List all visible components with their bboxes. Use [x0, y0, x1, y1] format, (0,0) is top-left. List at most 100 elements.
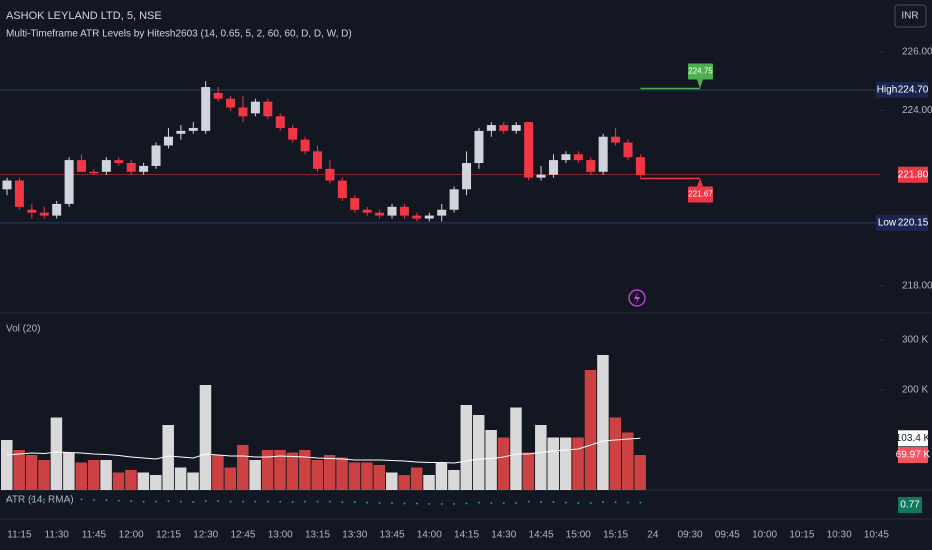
atr-dot: [589, 502, 592, 504]
level-name: High: [877, 85, 898, 96]
y-tick-label: 218.00: [902, 280, 932, 291]
ma-last-label: 103.4 K: [896, 433, 931, 444]
x-tick-label: 12:15: [156, 530, 181, 541]
volume-bar: [174, 467, 187, 490]
volume-bar: [472, 415, 485, 490]
atr-dot: [428, 503, 431, 505]
volume-bar: [597, 355, 609, 490]
currency-button[interactable]: [894, 4, 927, 28]
candle-body: [424, 215, 434, 219]
level-value: 220.15: [898, 218, 929, 229]
volume-bar: [286, 452, 299, 490]
volume-bar: [398, 475, 410, 490]
y-tick-label: 224.00: [902, 105, 932, 116]
candle-body: [176, 130, 186, 134]
atr-dot: [614, 501, 617, 503]
atr-level-label: 224.75: [688, 67, 713, 76]
atr-dot: [180, 500, 182, 503]
candle-body: [548, 160, 558, 175]
x-tick-label: 14:15: [454, 530, 479, 541]
candle-body: [524, 122, 534, 178]
candle-body: [412, 215, 422, 219]
currency[interactable]: INR: [901, 11, 918, 22]
candle-body: [39, 212, 49, 216]
atr-dot: [503, 502, 505, 504]
atr-dot: [565, 501, 567, 504]
last-price-label: 221.80: [898, 169, 929, 180]
volume-bar: [137, 472, 150, 490]
volume-bar: [497, 437, 510, 490]
volume-bar: [336, 457, 348, 490]
volume-bar: [435, 462, 448, 490]
candle-body: [623, 142, 633, 158]
alert-circle[interactable]: [628, 289, 646, 307]
level-value: 224.70: [898, 85, 929, 96]
atr-dot: [552, 501, 555, 503]
candle-body: [474, 130, 484, 164]
x-tick-label: 13:45: [380, 530, 405, 541]
candle-body: [362, 209, 372, 213]
atr-dot: [490, 502, 493, 504]
x-tick-label: 14:00: [417, 530, 442, 541]
atr-dot: [341, 501, 344, 503]
x-tick-label: 12:00: [119, 530, 144, 541]
candle-body: [89, 171, 99, 174]
volume-bar: [522, 452, 535, 490]
volume-bar: [572, 437, 584, 490]
candle-body: [337, 180, 347, 199]
x-tick-label: 12:30: [193, 530, 218, 541]
atr-dot: [316, 500, 319, 503]
atr-dot: [117, 499, 120, 502]
atr-dot: [93, 499, 95, 501]
volume-bar: [460, 405, 473, 490]
volume-last-label: 69.97 K: [896, 450, 931, 461]
level-value-box: [898, 214, 928, 231]
atr-dot: [43, 498, 46, 501]
volume-bar: [87, 460, 100, 490]
atr-dot: [540, 501, 542, 503]
x-tick-label: 13:30: [342, 530, 367, 541]
level-value-box: [898, 81, 928, 98]
candle-body: [561, 154, 571, 161]
alert-bolt[interactable]: [634, 292, 640, 304]
ma-last-box: [898, 430, 928, 447]
atr-dot: [192, 501, 195, 503]
volume-last-box: [898, 447, 928, 464]
volume-bar: [13, 450, 25, 490]
candle-body: [64, 160, 74, 204]
last-price-box: [898, 166, 928, 183]
candle-body: [226, 98, 236, 108]
atr-dot: [440, 503, 443, 505]
x-tick-label: 11:30: [45, 530, 70, 541]
candle-body: [263, 101, 273, 117]
atr-dot: [142, 500, 145, 503]
alert-icon[interactable]: [628, 289, 646, 307]
x-tick-label: 11:15: [7, 530, 32, 541]
candle-body: [250, 101, 260, 114]
atr-dot: [416, 502, 418, 505]
candle-body: [126, 163, 136, 172]
volume-ma-line: [6, 437, 641, 464]
volume-bar: [25, 455, 38, 490]
candle-body: [325, 168, 335, 181]
volume-bar: [348, 462, 361, 490]
candle-body: [350, 198, 360, 210]
atr-dot: [267, 500, 269, 503]
atr-title: ATR (14, RMA): [6, 495, 74, 506]
atr-dot: [242, 500, 244, 503]
candle-body: [375, 212, 385, 216]
atr-dot: [229, 500, 232, 503]
candle-body: [288, 127, 298, 140]
volume-bar: [311, 460, 323, 490]
atr-dot: [329, 500, 331, 503]
candle-body: [611, 136, 621, 143]
volume-bar: [410, 467, 423, 490]
atr-last-box: [898, 497, 922, 513]
candle-body: [213, 92, 223, 99]
atr-dot: [391, 502, 393, 504]
candle-body: [27, 209, 37, 213]
atr-dot: [55, 498, 58, 501]
atr-dot: [68, 498, 70, 500]
candle-body: [387, 206, 397, 216]
atr-level-pointer: [697, 178, 703, 187]
